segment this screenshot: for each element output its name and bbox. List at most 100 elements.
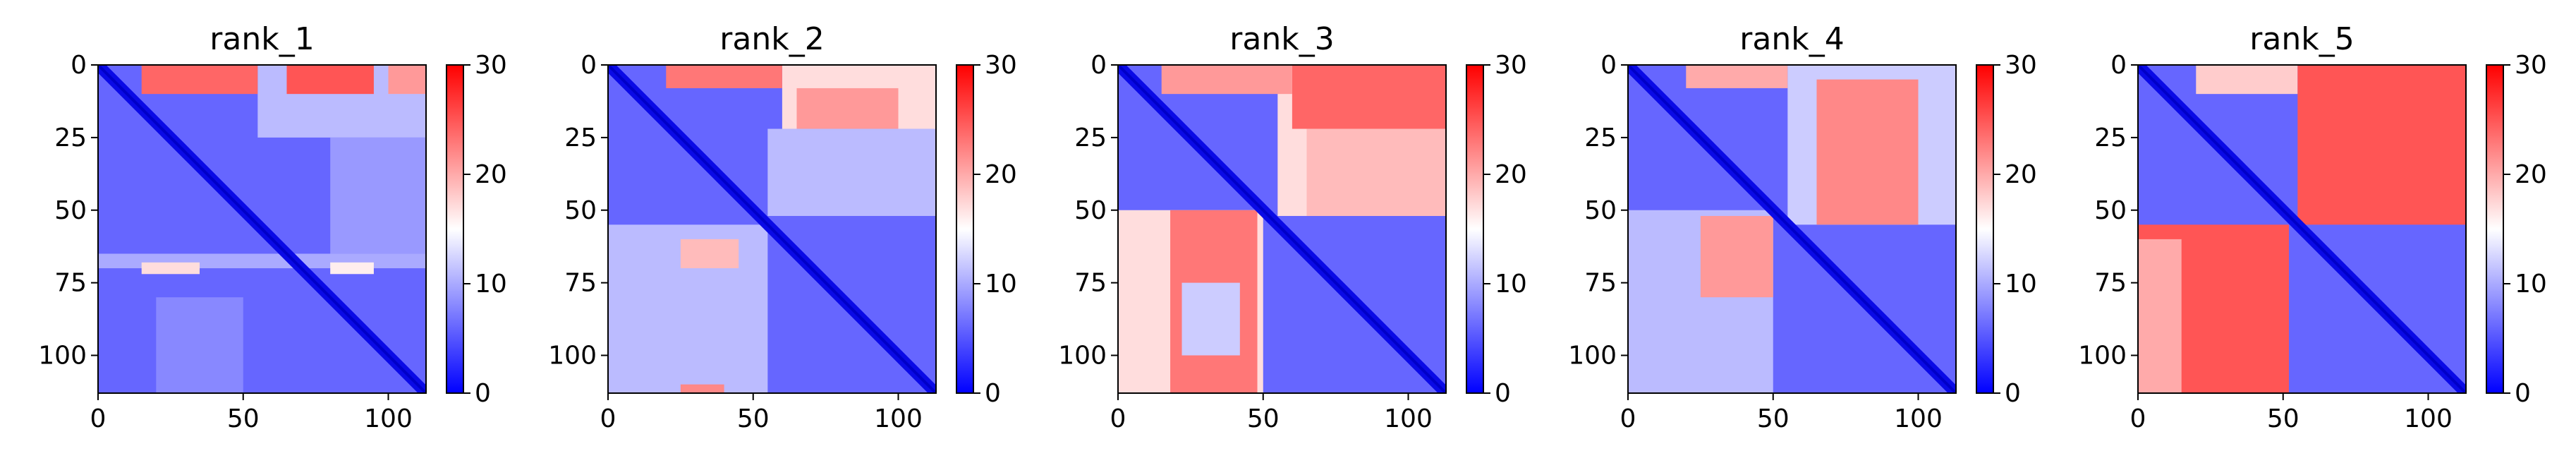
colorbar [956, 64, 974, 394]
colorbar-tick-label: 0 [1495, 379, 1511, 408]
y-tick-label: 50 [1074, 196, 1107, 225]
colorbar-tick-label: 0 [475, 379, 491, 408]
heatmap-diagonal-core [1118, 65, 1446, 393]
y-tick-label: 0 [71, 51, 87, 80]
y-tick-label: 100 [1058, 342, 1107, 371]
y-tick-label: 75 [564, 269, 597, 298]
heatmap-region [767, 128, 936, 216]
x-tick-label: 0 [1110, 404, 1126, 433]
x-tick-label: 50 [1757, 404, 1790, 433]
heatmap-region [388, 65, 426, 95]
colorbar-tick-label: 20 [2515, 160, 2547, 189]
heatmap-panel-3: rank_3 0 50 100 0 25 50 75 100 0 10 20 30 [1058, 21, 1527, 433]
plot-frame [1117, 64, 1447, 394]
x-tick-label: 100 [874, 404, 923, 433]
plot-frame [607, 64, 937, 394]
panel-title: rank_4 [1739, 21, 1844, 57]
plot-frame [2137, 64, 2467, 394]
heatmap-diagonal-core [1628, 65, 1956, 393]
y-tick-label: 0 [1600, 51, 1617, 80]
colorbar-tick-label: 30 [2005, 51, 2037, 80]
x-tick-label: 100 [1384, 404, 1433, 433]
x-tick-label: 0 [600, 404, 616, 433]
x-tick-label: 100 [364, 404, 413, 433]
heatmap-cells [1118, 65, 1446, 393]
heatmap-region [330, 137, 426, 254]
colorbar-tick-label: 30 [1495, 51, 1527, 80]
heatmap-region [2196, 65, 2298, 95]
heatmap-cells [2138, 65, 2466, 393]
colorbar-tick-label: 10 [985, 270, 1017, 299]
heatmap-region [330, 262, 374, 275]
colorbar-tick-label: 20 [985, 160, 1017, 189]
heatmap-region [141, 262, 200, 275]
heatmap-region [680, 239, 739, 269]
heatmap-region [796, 88, 899, 129]
x-tick-label: 0 [1620, 404, 1636, 433]
x-tick-label: 50 [1247, 404, 1280, 433]
heatmap-region [1686, 65, 1788, 88]
colorbar-tick-label: 10 [475, 270, 507, 299]
x-tick-label: 50 [2267, 404, 2299, 433]
panel-title: rank_1 [209, 21, 314, 57]
heatmap-panel-2: rank_2 0 50 100 0 25 50 75 100 0 10 20 30 [548, 21, 1017, 433]
heatmap-diagonal-core [98, 65, 426, 393]
heatmap-region [141, 65, 258, 95]
x-tick-label: 100 [1894, 404, 1943, 433]
y-tick-label: 0 [2110, 51, 2127, 80]
x-tick-label: 0 [90, 404, 107, 433]
heatmap-region [1306, 128, 1446, 216]
colorbar-tick-label: 10 [1495, 270, 1527, 299]
x-tick-label: 100 [2404, 404, 2453, 433]
heatmap-cells [608, 65, 936, 393]
colorbar-tick-label: 0 [2515, 379, 2531, 408]
colorbar-tick-label: 20 [475, 160, 507, 189]
colorbar-tick-label: 0 [2005, 379, 2021, 408]
y-tick-label: 100 [38, 342, 87, 371]
panel-title: rank_5 [2249, 21, 2354, 57]
heatmap-region [156, 297, 243, 393]
heatmap-panel-5: rank_5 0 50 100 0 25 50 75 100 0 10 20 30 [2078, 21, 2547, 433]
heatmap-region [1700, 215, 1773, 298]
colorbar-tick-label: 0 [985, 379, 1001, 408]
heatmap-diagonal-core [2138, 65, 2466, 393]
colorbar-tick-label: 20 [2005, 160, 2037, 189]
y-tick-label: 0 [1090, 51, 1107, 80]
heatmap-cells [1628, 65, 1956, 393]
y-tick-label: 25 [1074, 124, 1107, 152]
heatmap-region [2138, 239, 2182, 393]
y-tick-label: 25 [564, 124, 597, 152]
panel-title: rank_2 [719, 21, 824, 57]
plot-frame [1627, 64, 1957, 394]
colorbar-tick-label: 30 [985, 51, 1017, 80]
x-tick-label: 50 [227, 404, 260, 433]
colorbar [2486, 64, 2504, 394]
colorbar [1466, 64, 1484, 394]
y-tick-label: 100 [548, 342, 597, 371]
panel-title: rank_3 [1229, 21, 1334, 57]
y-tick-label: 75 [2094, 269, 2127, 298]
heatmap-region [1161, 65, 1292, 95]
y-tick-label: 75 [1074, 269, 1107, 298]
y-tick-label: 25 [54, 124, 87, 152]
heatmap-region [680, 384, 724, 393]
colorbar [446, 64, 464, 394]
heatmap-panel-4: rank_4 0 50 100 0 25 50 75 100 0 10 20 30 [1568, 21, 2037, 433]
y-tick-label: 100 [2078, 342, 2127, 371]
colorbar-tick-label: 10 [2515, 270, 2547, 299]
heatmap-diagonal-core [608, 65, 936, 393]
y-tick-label: 75 [54, 269, 87, 298]
heatmap-region [2297, 65, 2466, 225]
y-tick-label: 50 [564, 196, 597, 225]
x-tick-label: 50 [737, 404, 770, 433]
heatmap-panel-1: rank_1 0 50 100 0 25 50 75 100 0 10 20 30 [38, 21, 507, 433]
colorbar-tick-label: 20 [1495, 160, 1527, 189]
x-tick-label: 0 [2130, 404, 2146, 433]
colorbar-tick-label: 30 [2515, 51, 2547, 80]
y-tick-label: 25 [2094, 124, 2127, 152]
y-tick-label: 75 [1584, 269, 1617, 298]
heatmap-region [1292, 65, 1446, 129]
y-tick-label: 0 [581, 51, 597, 80]
heatmap-region [1816, 79, 1919, 225]
heatmap-region [286, 65, 374, 95]
